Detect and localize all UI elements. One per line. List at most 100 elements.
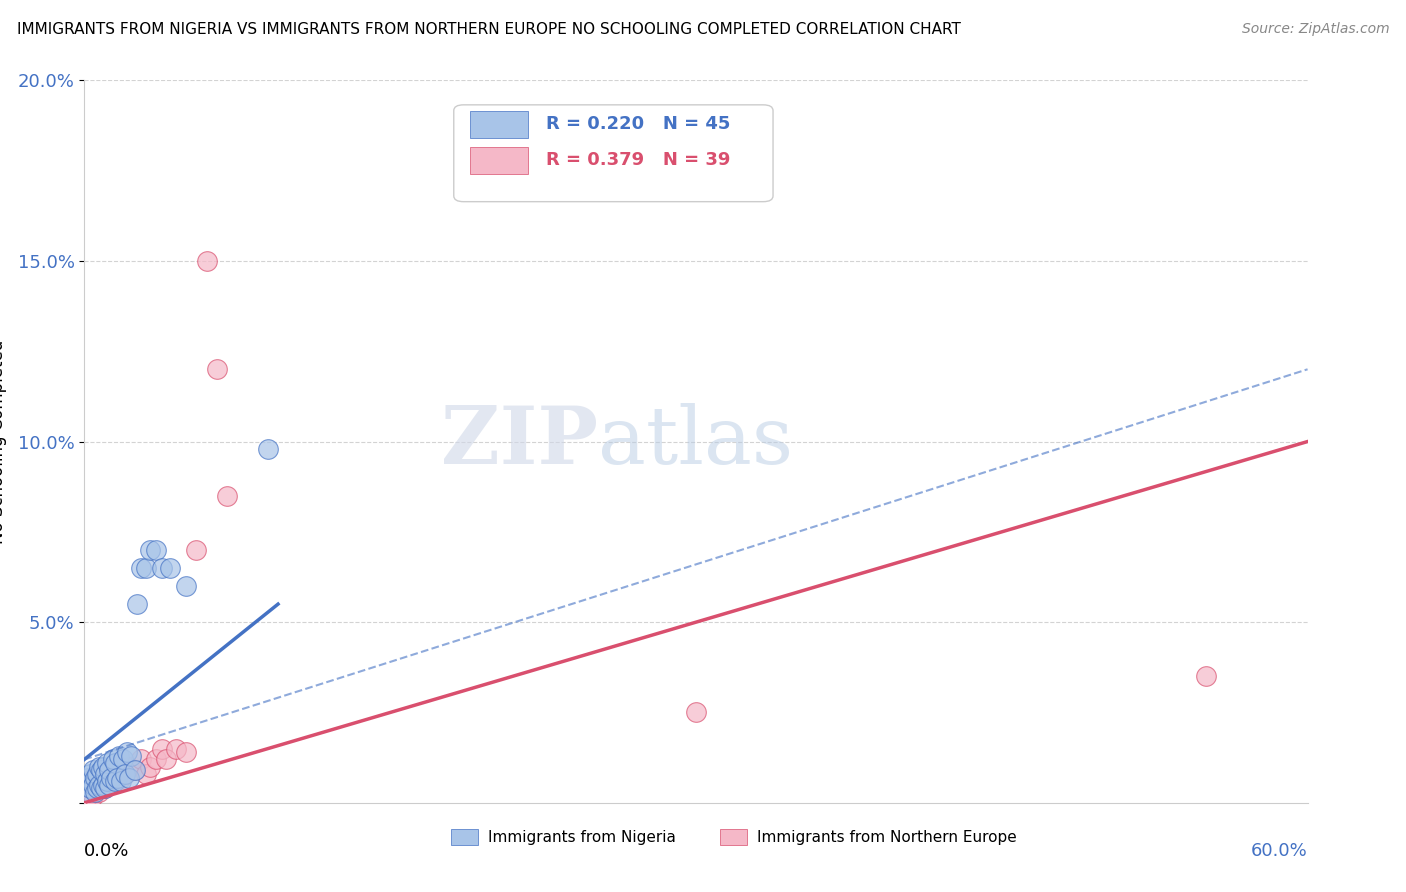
- Point: [93, 781, 115, 796]
- Point: [114, 767, 136, 781]
- FancyBboxPatch shape: [470, 147, 529, 174]
- Point: [86, 781, 108, 796]
- Point: [257, 442, 280, 456]
- Point: [77, 771, 100, 785]
- Point: [93, 781, 115, 796]
- Point: [97, 764, 120, 778]
- Point: [91, 778, 114, 792]
- Point: [83, 785, 105, 799]
- Point: [96, 774, 118, 789]
- Text: Immigrants from Northern Europe: Immigrants from Northern Europe: [758, 830, 1017, 845]
- Point: [90, 781, 112, 796]
- Point: [77, 789, 100, 803]
- Text: ZIP: ZIP: [441, 402, 598, 481]
- Point: [101, 752, 124, 766]
- Point: [124, 764, 146, 778]
- Point: [108, 748, 131, 763]
- FancyBboxPatch shape: [470, 111, 529, 138]
- Point: [1195, 669, 1218, 683]
- Text: IMMIGRANTS FROM NIGERIA VS IMMIGRANTS FROM NORTHERN EUROPE NO SCHOOLING COMPLETE: IMMIGRANTS FROM NIGERIA VS IMMIGRANTS FR…: [17, 22, 960, 37]
- Point: [97, 778, 120, 792]
- Point: [79, 774, 101, 789]
- Point: [82, 771, 104, 785]
- Text: 60.0%: 60.0%: [1251, 842, 1308, 860]
- Point: [205, 362, 228, 376]
- Point: [174, 745, 197, 759]
- Point: [124, 764, 146, 778]
- Point: [131, 561, 153, 575]
- Point: [86, 767, 108, 781]
- Point: [90, 781, 112, 796]
- Point: [114, 767, 136, 781]
- FancyBboxPatch shape: [720, 829, 748, 845]
- Point: [86, 781, 108, 796]
- Point: [138, 760, 160, 774]
- Point: [165, 741, 187, 756]
- Y-axis label: No Schooling Completed: No Schooling Completed: [0, 340, 7, 543]
- Point: [97, 778, 120, 792]
- Point: [82, 789, 104, 803]
- Text: atlas: atlas: [598, 402, 793, 481]
- Point: [135, 767, 157, 781]
- Point: [195, 254, 218, 268]
- Point: [112, 752, 135, 766]
- Point: [100, 771, 122, 785]
- Point: [217, 489, 239, 503]
- Point: [685, 706, 707, 720]
- Point: [186, 542, 208, 557]
- Point: [77, 785, 100, 799]
- Point: [91, 760, 114, 774]
- Point: [75, 792, 97, 806]
- Point: [90, 764, 112, 778]
- Point: [96, 756, 118, 770]
- Point: [150, 741, 173, 756]
- Point: [87, 778, 110, 792]
- Point: [105, 771, 128, 785]
- Point: [79, 785, 101, 799]
- Point: [75, 778, 97, 792]
- Point: [145, 542, 167, 557]
- FancyBboxPatch shape: [451, 829, 478, 845]
- Point: [120, 748, 142, 763]
- FancyBboxPatch shape: [454, 105, 773, 202]
- Point: [77, 778, 100, 792]
- Point: [93, 767, 115, 781]
- Point: [110, 774, 132, 789]
- Point: [138, 542, 160, 557]
- Point: [87, 785, 110, 799]
- Point: [91, 778, 114, 792]
- Point: [75, 785, 97, 799]
- Point: [118, 771, 141, 785]
- Point: [131, 752, 153, 766]
- Point: [127, 597, 149, 611]
- Point: [150, 561, 173, 575]
- Point: [104, 774, 127, 789]
- Point: [83, 785, 105, 799]
- Point: [83, 774, 105, 789]
- Point: [104, 756, 127, 770]
- Point: [174, 579, 197, 593]
- Text: 0.0%: 0.0%: [84, 842, 129, 860]
- Point: [79, 781, 101, 796]
- Point: [83, 771, 105, 785]
- Point: [87, 760, 110, 774]
- Text: R = 0.379   N = 39: R = 0.379 N = 39: [546, 152, 730, 169]
- Point: [118, 760, 141, 774]
- Point: [110, 771, 132, 785]
- Point: [100, 771, 122, 785]
- Point: [155, 752, 177, 766]
- Text: R = 0.220   N = 45: R = 0.220 N = 45: [546, 115, 730, 133]
- Point: [79, 767, 101, 781]
- Text: Source: ZipAtlas.com: Source: ZipAtlas.com: [1241, 22, 1389, 37]
- Point: [82, 778, 104, 792]
- Point: [104, 774, 127, 789]
- Point: [115, 745, 138, 759]
- Text: Immigrants from Nigeria: Immigrants from Nigeria: [488, 830, 676, 845]
- Point: [159, 561, 181, 575]
- Point: [145, 752, 167, 766]
- Point: [105, 767, 128, 781]
- Point: [82, 764, 104, 778]
- Point: [96, 774, 118, 789]
- Point: [135, 561, 157, 575]
- Point: [87, 771, 110, 785]
